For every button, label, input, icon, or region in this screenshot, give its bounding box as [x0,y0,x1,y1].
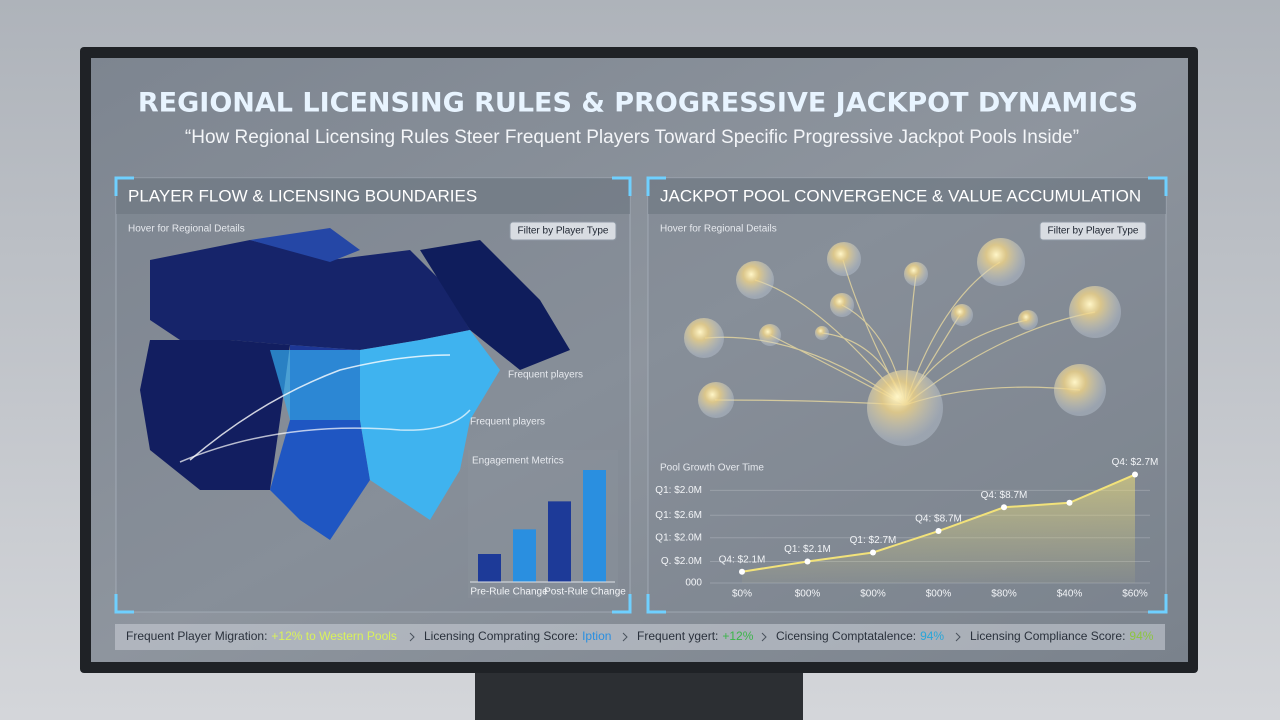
hint: Hover for Regional Details [128,224,245,235]
ticker-label: Frequent Player Migration: [126,629,267,643]
map-region [420,240,570,370]
bubbles [684,238,1121,446]
map-region [360,330,500,520]
monitor-stand [475,668,803,720]
filter-button[interactable] [1039,221,1147,241]
map-label: Frequent players [508,370,583,381]
ticker-value: Iption [582,629,611,643]
flow-arrow [179,409,471,463]
point [739,568,745,575]
point [1066,499,1073,506]
ticker-value: 94% [1129,629,1153,643]
ticker-label: Licensing Comprating Score: [424,629,578,643]
bubble [827,242,861,276]
bubble [867,370,943,446]
bubble [1069,286,1121,338]
point [804,558,811,565]
map [140,228,570,540]
flow-arrow [189,354,451,461]
map-region [270,350,360,420]
ticker-value: +12% [722,629,753,643]
bubble [830,293,854,317]
bubble [1018,310,1038,330]
ticker-value: +12% to Western Pools [271,629,397,643]
bar [548,501,571,582]
filter-label[interactable]: Filter by Player Type [518,226,609,237]
line-area [742,474,1135,583]
hint: Hover for Regional Details [660,224,777,235]
title: REGIONAL LICENSING RULES & PROGRESSIVE J… [138,88,1138,119]
point-label: Q4: $2.7M [1112,457,1159,468]
x-tick-label: $00% [795,589,821,600]
right-panel-header [648,178,1166,214]
bubble [977,238,1025,286]
point [1132,471,1138,478]
bubble [736,261,774,299]
map-region [140,340,290,490]
bubble [759,324,781,346]
x-tick-label: $00% [926,589,952,600]
chart-title: Engagement Metrics [472,456,564,467]
point [870,549,876,556]
ticker-separator [622,632,628,642]
ticker-bar [115,624,1165,650]
pool-chart: 000 Q. $2.0M Q1: $2.0M Q1: $2.6M Q1: $2.0M $0… [655,457,1158,599]
ticker-value: 94% [920,629,944,643]
panel-title: JACKPOT POOL CONVERGENCE & VALUE ACCUMUL… [660,186,1141,205]
bubble [1054,364,1106,416]
y-tick-label: 000 [685,578,702,589]
x-tick-label: $60% [1122,589,1148,600]
panel-corners [114,176,632,614]
panel-title: PLAYER FLOW & LICENSING BOUNDARIES [128,186,477,205]
bubble [951,304,973,326]
y-tick-label: Q1: $2.0M [655,485,702,496]
point-label: Q4: $2.1M [719,554,766,565]
x-tick-label: $0% [732,589,752,600]
ticker-separator [761,632,767,642]
ticker-separator [955,632,961,642]
x-tick-label: Post-Rule Change [544,587,626,598]
filter-label[interactable]: Filter by Player Type [1048,226,1139,237]
y-tick-label: Q. $2.0M [661,556,702,567]
ticker-separator [409,632,415,642]
panel-corners [646,176,1168,614]
point-label: Q4: $8.7M [981,490,1028,501]
map-label: Frequent players [470,417,545,428]
x-tick-label: $00% [860,589,886,600]
map-region [250,228,360,262]
point [1001,504,1007,511]
ticker: Frequent Player Migration: +12% to Wester… [126,629,1154,643]
bubble [904,262,928,286]
bar [583,470,606,582]
bubble [684,318,724,358]
bubble [698,382,734,418]
point-label: Q1: $2.1M [784,544,831,555]
point [935,528,942,535]
flow-lines [704,259,1096,406]
x-tick-label: Pre-Rule Change [470,587,548,598]
bar [478,554,501,582]
ticker-label: Frequent ygert: [637,629,718,643]
chart-title: Pool Growth Over Time [660,463,764,474]
x-tick-label: $80% [991,589,1017,600]
y-tick-label: Q1: $2.6M [655,510,702,521]
point-label: Q1: $2.7M [850,535,897,546]
y-tick-label: Q1: $2.0M [655,532,702,543]
bar [513,529,536,582]
map-region [150,240,470,350]
subtitle: “How Regional Licensing Rules Steer Freq… [185,127,1079,148]
bubble [815,326,829,340]
ticker-label: Cicensing Comptatalence: [776,629,916,643]
ticker-label: Licensing Compliance Score: [970,629,1125,643]
point-label: Q4: $8.7M [915,514,962,525]
filter-button[interactable] [509,221,617,241]
x-tick-label: $40% [1057,589,1083,600]
bubble-diagram [704,259,1096,406]
map-region [270,420,370,540]
left-panel-header [116,178,630,214]
